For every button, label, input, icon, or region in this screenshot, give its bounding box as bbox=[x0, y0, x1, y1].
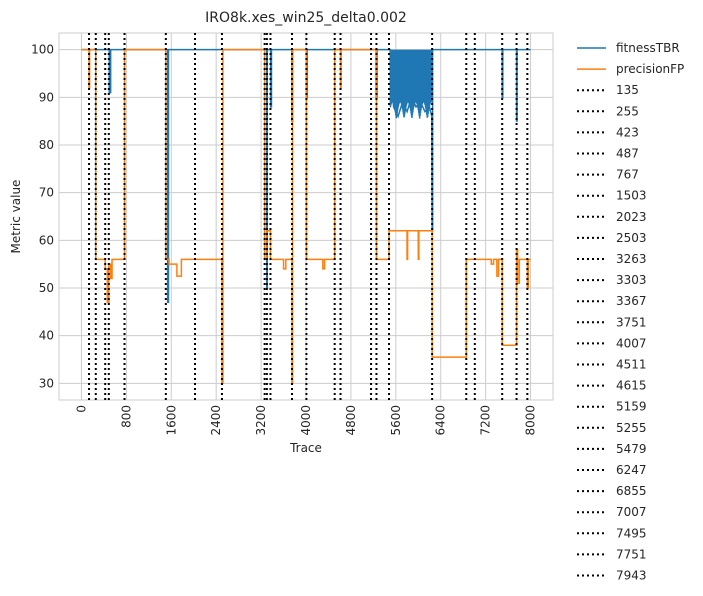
legend-label-drift-6855: 6855 bbox=[616, 484, 647, 498]
legend-label-drift-4511: 4511 bbox=[616, 358, 647, 372]
y-tick-label: 30 bbox=[39, 376, 54, 390]
legend-label-drift-1503: 1503 bbox=[616, 189, 647, 203]
legend-label-drift-7751: 7751 bbox=[616, 547, 647, 561]
y-tick-label: 60 bbox=[39, 233, 54, 247]
x-tick-label: 800 bbox=[119, 405, 133, 428]
series-line-precisionFP bbox=[81, 48, 531, 385]
legend-label-drift-3303: 3303 bbox=[616, 273, 647, 287]
y-tick-label: 90 bbox=[39, 90, 54, 104]
y-tick-label: 100 bbox=[31, 43, 54, 57]
legend-label-fitnessTBR: fitnessTBR bbox=[616, 41, 680, 55]
legend-label-drift-5479: 5479 bbox=[616, 442, 647, 456]
y-tick-label: 80 bbox=[39, 138, 54, 152]
x-tick-label: 7200 bbox=[479, 405, 493, 436]
legend-label-drift-3367: 3367 bbox=[616, 294, 647, 308]
x-tick-label: 1600 bbox=[164, 405, 178, 436]
legend-label-drift-6247: 6247 bbox=[616, 463, 647, 477]
chart-title: IRO8k.xes_win25_delta0.002 bbox=[205, 10, 407, 26]
legend-label-drift-2023: 2023 bbox=[616, 210, 647, 224]
legend-label-drift-7007: 7007 bbox=[616, 505, 647, 519]
series-dense-band-fitnessTBR bbox=[389, 49, 433, 119]
x-tick-label: 4000 bbox=[299, 405, 313, 436]
legend-label-drift-5255: 5255 bbox=[616, 421, 647, 435]
y-axis-label: Metric value bbox=[9, 180, 23, 254]
legend: fitnessTBR precisionFP 135 255 423 487 767 1503… bbox=[577, 41, 684, 583]
legend-label-drift-423: 423 bbox=[616, 125, 639, 139]
x-tick-label: 8000 bbox=[524, 405, 538, 436]
x-tick-label: 6400 bbox=[434, 405, 448, 436]
x-tick-label: 4800 bbox=[344, 405, 358, 436]
y-tick-label: 40 bbox=[39, 329, 54, 343]
legend-label-drift-487: 487 bbox=[616, 147, 639, 161]
y-tick-label: 70 bbox=[39, 186, 54, 200]
legend-label-drift-135: 135 bbox=[616, 83, 639, 97]
y-tick-label: 50 bbox=[39, 281, 54, 295]
legend-label-drift-3263: 3263 bbox=[616, 252, 647, 266]
legend-label-drift-5159: 5159 bbox=[616, 400, 647, 414]
legend-label-drift-3751: 3751 bbox=[616, 315, 647, 329]
x-axis-label: Trace bbox=[289, 441, 322, 455]
legend-label-precisionFP: precisionFP bbox=[616, 62, 684, 76]
legend-label-drift-255: 255 bbox=[616, 104, 639, 118]
plot-area: 0 800 1600 2400 3200 4000 4800 5600 6400 7200 8000… bbox=[31, 32, 554, 436]
x-tick-label: 2400 bbox=[209, 405, 223, 436]
legend-label-drift-767: 767 bbox=[616, 168, 639, 182]
legend-label-drift-2503: 2503 bbox=[616, 231, 647, 245]
x-tick-label: 0 bbox=[74, 405, 88, 413]
legend-label-drift-4007: 4007 bbox=[616, 336, 647, 350]
legend-label-drift-7495: 7495 bbox=[616, 526, 647, 540]
x-tick-label: 5600 bbox=[389, 405, 403, 436]
legend-label-drift-4615: 4615 bbox=[616, 379, 647, 393]
x-tick-label: 3200 bbox=[254, 405, 268, 436]
legend-label-drift-7943: 7943 bbox=[616, 569, 647, 583]
